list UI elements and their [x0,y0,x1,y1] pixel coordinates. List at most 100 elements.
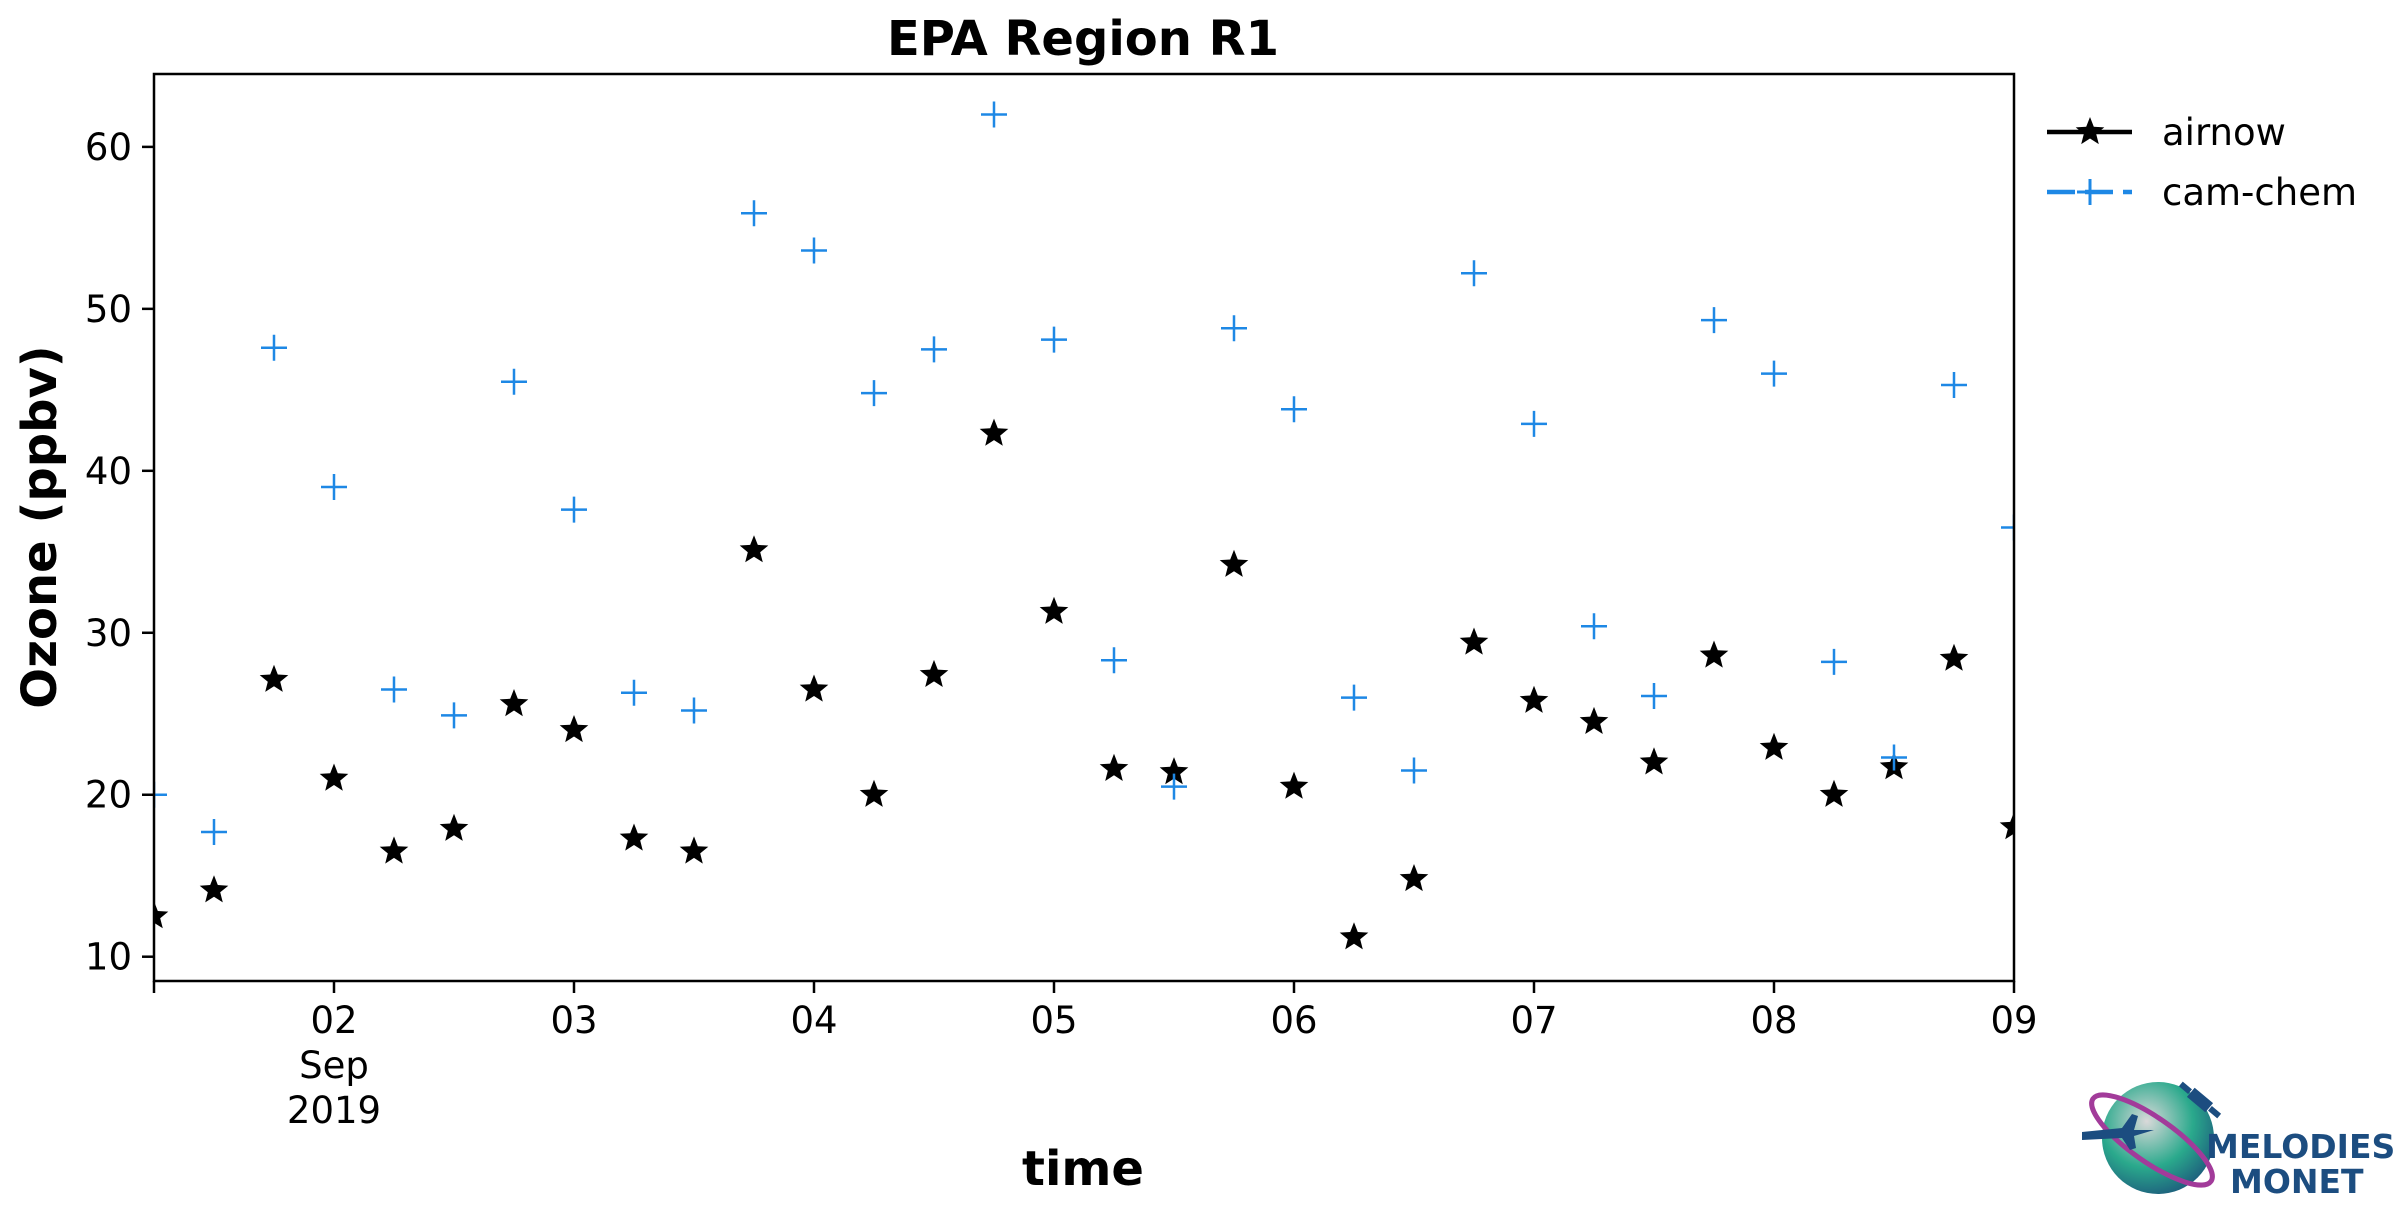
cam-chem-point [1041,326,1067,353]
airnow-point [1039,596,1069,624]
satellite-icon [2178,1081,2222,1119]
legend-item-airnow: airnow [2047,111,2286,154]
cam-chem-point [501,368,527,395]
x-tick-label: 04 [790,999,837,1042]
cam-chem-point [381,676,407,703]
cam-chem-point [861,380,887,407]
y-tick-label: 50 [85,288,132,331]
cam-chem-point [2001,514,2014,541]
y-tick-label: 10 [85,936,132,979]
x-tick-label: 07 [1510,999,1557,1042]
airnow-point [1699,640,1729,668]
cam-chem-point [981,101,1007,128]
plot-area [152,72,2016,983]
airnow-point [439,813,469,841]
cam-chem-point [1101,647,1127,674]
airnow-point [199,875,229,903]
airnow-point [979,418,1009,446]
melodies-monet-logo: MELODIES MONET [2082,1081,2395,1201]
plot-frame [152,72,2016,983]
cam-chem-point [154,781,167,808]
globe-icon [2102,1082,2214,1194]
cam-chem-point [1161,773,1187,800]
cam-chem-point [1701,307,1727,334]
airnow-point [559,715,589,743]
airnow-point [259,664,289,692]
airnow-point [679,836,709,864]
cam-chem-point [741,200,767,227]
x-tick-label: 06 [1270,999,1317,1042]
airnow-point [1759,732,1789,760]
airnow-point [1639,747,1669,775]
airnow-point [859,779,889,807]
cam-chem-point [1761,360,1787,387]
airnow-point [499,689,529,717]
airnow-point [1219,549,1249,577]
x-tick-sublabel: Sep [299,1044,369,1087]
airnow-point [1819,779,1849,807]
cam-chem-point [621,679,647,706]
y-tick-label: 60 [85,126,132,169]
cam-chem-point [1341,684,1367,711]
airnow-point [319,763,349,791]
y-tick-label: 20 [85,774,132,817]
cam-chem-point [921,336,947,363]
cam-chem-point [1941,371,1967,398]
cam-chem-point [1221,315,1247,342]
cam-chem-point [801,237,827,264]
airnow-point [1339,922,1369,950]
x-tick-label: 09 [1990,999,2037,1042]
legend-marker [2077,179,2103,205]
cam-chem-point [561,496,587,523]
airnow-point [1159,757,1189,785]
legend-label: cam-chem [2162,171,2357,214]
cam-chem-point [1881,744,1907,771]
cam-chem-point [681,697,707,724]
cam-chem-point [1401,757,1427,784]
x-tick-label: 03 [550,999,597,1042]
cam-chem-point [1461,260,1487,287]
logo-line-2: MONET [2230,1162,2364,1201]
x-tick-sublabel: 2019 [287,1089,381,1132]
cam-chem-point [1821,648,1847,675]
cam-chem-point [261,334,287,361]
x-tick-label: 02 [310,999,357,1042]
legend: airnow cam-chem [2047,111,2357,214]
airnow-point [919,659,949,687]
airnow-point [1939,643,1969,671]
cam-chem-point [321,474,347,501]
series-cam-chem [154,101,2014,845]
y-axis-title: Ozone (ppbv) [12,345,68,708]
cam-chem-point [1581,613,1607,640]
airnow-point [1399,864,1429,892]
airnow-point [154,901,169,929]
airnow-point [1099,753,1129,781]
cam-chem-point [441,702,467,729]
airnow-point [1999,812,2014,840]
y-tick-label: 40 [85,450,132,493]
legend-marker [2075,117,2105,145]
y-axis: 10 20 30 40 50 60 [85,126,154,979]
legend-label: airnow [2162,111,2286,154]
chart-title: EPA Region R1 [887,11,1279,67]
cam-chem-point [201,818,227,845]
cam-chem-point [1641,682,1667,709]
airnow-point [1519,685,1549,713]
airnow-point [379,836,409,864]
airnow-point [799,674,829,702]
airnow-point [1279,771,1309,799]
airplane-icon [2082,1114,2154,1150]
x-tick-label: 08 [1750,999,1797,1042]
series-airnow [154,418,2014,950]
orbit-icon [2089,1092,2215,1188]
y-tick-label: 30 [85,612,132,655]
x-axis-title: time [1022,1141,1144,1197]
data-marks [154,101,2014,950]
airnow-point [1579,706,1609,734]
airnow-point [739,535,769,563]
x-tick-label: 05 [1030,999,1077,1042]
cam-chem-point [1281,396,1307,423]
legend-item-cam-chem: cam-chem [2047,171,2357,214]
